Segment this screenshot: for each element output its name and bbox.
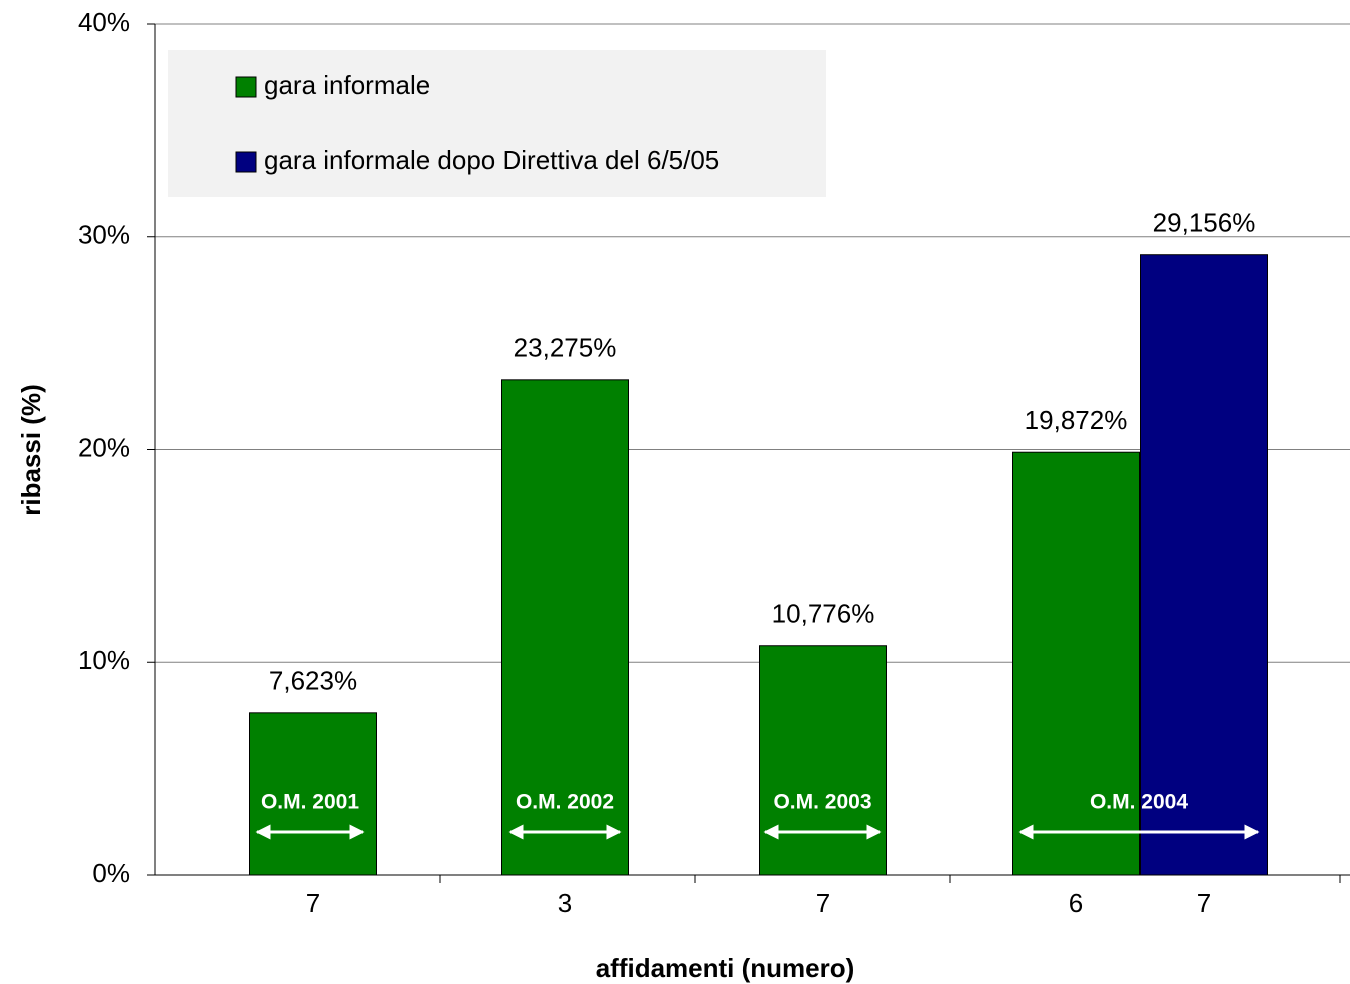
x-tick-label: 7 [1197,888,1211,918]
y-tick-label: 40% [78,7,130,37]
legend-swatch [235,76,257,98]
legend-swatch [235,151,257,173]
value-label: 19,872% [1025,405,1128,435]
legend-label: gara informale [264,70,430,100]
annotation-label: O.M. 2004 [1090,791,1188,814]
value-label: 10,776% [772,599,875,629]
y-tick-label: 30% [78,220,130,250]
value-label: 7,623% [269,666,357,696]
x-tick-label: 7 [816,888,830,918]
y-tick-label: 20% [78,432,130,462]
x-tick-label: 3 [558,888,572,918]
bar [1140,254,1268,876]
y-tick-label: 0% [92,858,130,888]
x-tick-label: 7 [306,888,320,918]
value-label: 29,156% [1153,208,1256,238]
bar [1012,451,1140,876]
bar [501,379,629,876]
bar [759,645,887,876]
x-tick-label: 6 [1069,888,1083,918]
y-axis-label: ribassi (%) [16,384,46,516]
legend-box [168,50,826,197]
annotation-label: O.M. 2003 [773,791,871,814]
y-tick-label: 10% [78,645,130,675]
bar [249,712,377,876]
annotation-label: O.M. 2001 [261,791,359,814]
value-label: 23,275% [514,333,617,363]
legend-label: gara informale dopo Direttiva del 6/5/05 [264,145,719,175]
annotation-label: O.M. 2002 [516,791,614,814]
x-axis-label: affidamenti (numero) [596,953,855,983]
